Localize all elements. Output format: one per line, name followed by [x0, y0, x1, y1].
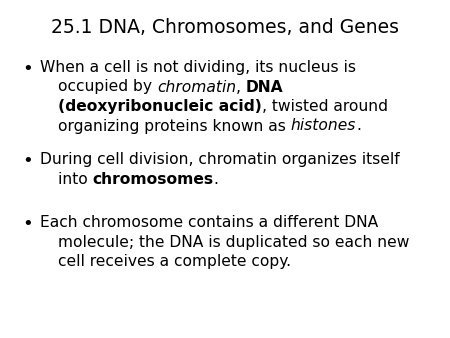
Text: (deoxyribonucleic acid): (deoxyribonucleic acid): [58, 99, 262, 114]
Text: chromosomes: chromosomes: [93, 171, 214, 187]
Text: During cell division, chromatin organizes itself: During cell division, chromatin organize…: [40, 152, 400, 167]
Text: occupied by: occupied by: [58, 79, 157, 95]
Text: , twisted around: , twisted around: [262, 99, 388, 114]
Text: DNA: DNA: [246, 79, 284, 95]
Text: molecule; the DNA is duplicated so each new: molecule; the DNA is duplicated so each …: [58, 235, 410, 249]
Text: chromatin: chromatin: [157, 79, 236, 95]
Text: Each chromosome contains a different DNA: Each chromosome contains a different DNA: [40, 215, 378, 230]
Text: 25.1 DNA, Chromosomes, and Genes: 25.1 DNA, Chromosomes, and Genes: [51, 18, 399, 37]
Text: •: •: [22, 152, 33, 170]
Text: •: •: [22, 60, 33, 78]
Text: into: into: [58, 171, 93, 187]
Text: cell receives a complete copy.: cell receives a complete copy.: [58, 254, 291, 269]
Text: histones: histones: [291, 119, 356, 134]
Text: organizing proteins known as: organizing proteins known as: [58, 119, 291, 134]
Text: ,: ,: [236, 79, 246, 95]
Text: .: .: [356, 119, 361, 134]
Text: When a cell is not dividing, its nucleus is: When a cell is not dividing, its nucleus…: [40, 60, 356, 75]
Text: .: .: [214, 171, 219, 187]
Text: •: •: [22, 215, 33, 233]
